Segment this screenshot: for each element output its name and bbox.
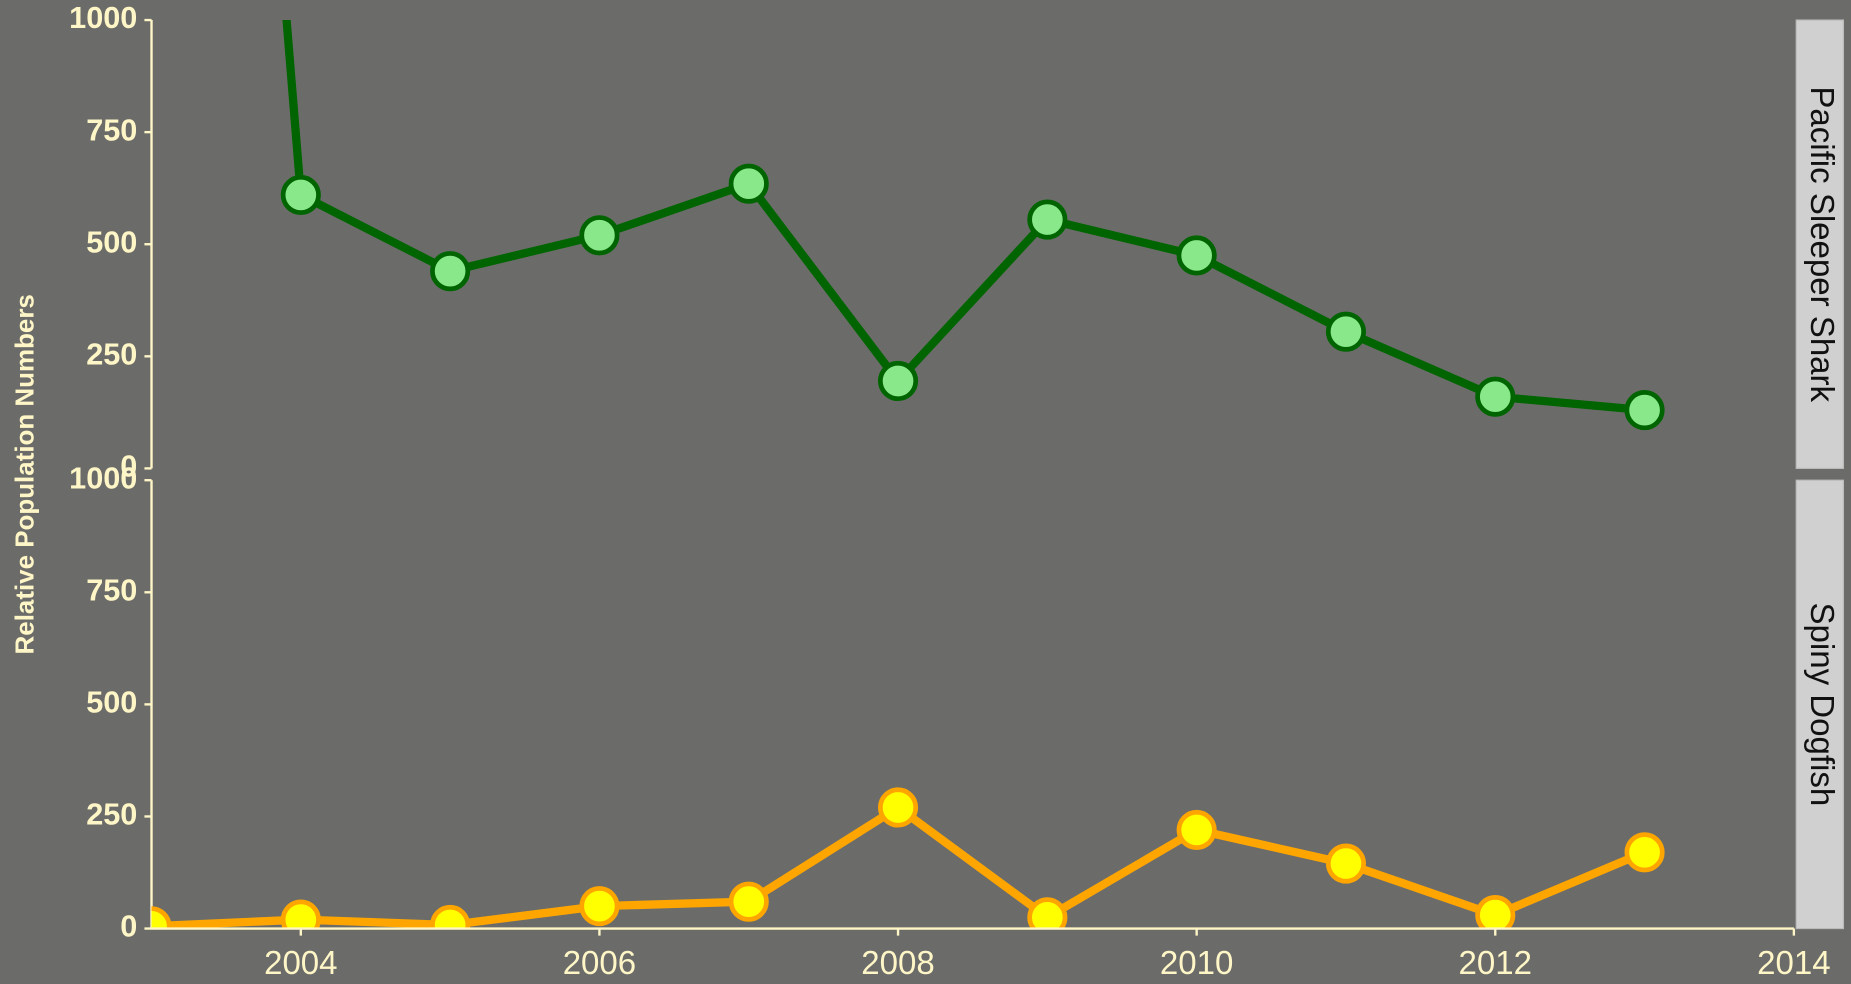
x-tick-label: 2012 [1459,944,1532,981]
facet-strip [1795,19,1845,469]
point [877,787,919,828]
x-tick-label: 2014 [1757,944,1830,981]
point [280,174,321,215]
facet-strip [1795,479,1845,930]
point [579,215,620,256]
point [1325,311,1367,352]
x-tick-label: 2006 [563,944,636,981]
point [1325,843,1367,884]
point [430,904,471,929]
y-tick-label: 750 [86,113,137,147]
y-axis-label: Relative Population Numbers [11,294,39,654]
x-tick-label: 2010 [1160,944,1233,981]
series [151,787,1665,929]
point [1176,235,1217,276]
y-tick-label: 1000 [69,461,137,495]
point [1176,809,1217,850]
point [1624,390,1665,431]
point [430,251,471,292]
y-tick-label: 1000 [69,1,137,35]
point [877,360,919,402]
facet-label: Spiny Dogfish [1804,603,1841,807]
x-tick-label: 2008 [861,944,934,981]
point [280,899,321,929]
y-tick-label: 0 [120,450,137,484]
facet-label: Pacific Sleeper Shark [1804,86,1841,402]
y-tick-label: 250 [86,798,137,832]
point [728,163,769,204]
y-tick-label: 250 [86,337,137,371]
y-tick-label: 0 [120,910,137,944]
series [280,20,1665,431]
y-tick-label: 500 [86,685,137,719]
point [1475,376,1516,417]
point [579,886,620,927]
x-tick-label: 2004 [264,944,337,981]
point [1027,199,1068,240]
point [1624,832,1665,873]
point [151,906,172,929]
y-tick-label: 750 [86,573,137,607]
point [728,881,769,922]
point [1475,895,1516,929]
y-tick-label: 500 [86,225,137,259]
point [1027,897,1068,929]
